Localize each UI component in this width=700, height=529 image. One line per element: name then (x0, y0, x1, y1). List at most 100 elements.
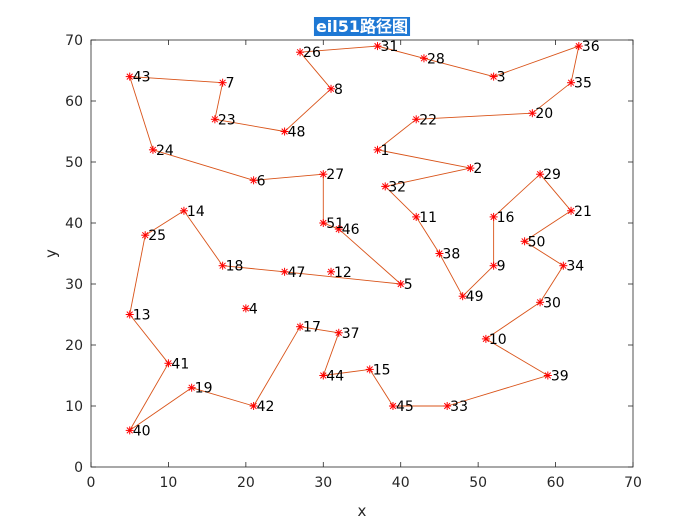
node-label: 8 (334, 82, 343, 98)
node-label: 15 (373, 362, 391, 378)
route-segment (214, 118, 285, 132)
node-marker (187, 383, 196, 392)
route-segment (129, 314, 169, 364)
node-marker (412, 212, 421, 221)
node-marker (520, 237, 529, 246)
marker-stroke (366, 366, 373, 373)
node-label: 25 (148, 228, 166, 244)
marker-stroke (327, 85, 335, 93)
node-label: 47 (288, 265, 306, 281)
node-label: 17 (303, 320, 321, 336)
route-segment (284, 271, 401, 285)
marker-layer (125, 42, 583, 435)
node-marker (412, 115, 421, 124)
route-segment (299, 51, 332, 90)
route-segment (129, 235, 146, 315)
node-marker (164, 359, 173, 368)
route-segment (447, 375, 548, 407)
marker-stroke (467, 164, 474, 172)
node-label: 36 (582, 39, 600, 55)
route-segment (144, 210, 185, 236)
route-layer (129, 45, 580, 431)
node-label: 35 (574, 76, 592, 92)
chart-title: eil51路径图 (316, 17, 408, 36)
node-label: 23 (218, 112, 236, 128)
marker-stroke (389, 402, 397, 410)
node-label: 32 (388, 179, 406, 195)
marker-stroke (436, 250, 443, 257)
route-segment (129, 76, 154, 150)
node-label: 19 (195, 381, 213, 397)
y-axis-label: y (42, 249, 60, 258)
route-segment (524, 210, 572, 242)
node-label: 11 (419, 210, 437, 226)
node-marker (489, 261, 498, 270)
marker-stroke (250, 402, 257, 410)
x-tick-label: 70 (624, 475, 642, 491)
node-label: 51 (326, 216, 344, 232)
node-marker (218, 261, 227, 270)
marker-stroke (490, 73, 497, 80)
node-marker (280, 267, 289, 276)
node-label: 43 (133, 70, 151, 86)
marker-stroke (374, 42, 381, 50)
route-segment (532, 82, 572, 114)
node-label: 22 (419, 112, 437, 128)
x-axis-label: x (358, 502, 367, 520)
route-segment (322, 332, 340, 376)
marker-stroke (219, 79, 226, 86)
node-label: 20 (535, 106, 553, 122)
y-tick-label: 40 (65, 216, 83, 232)
node-marker (179, 206, 188, 215)
node-marker (466, 164, 475, 173)
node-label: 9 (497, 259, 506, 275)
node-label: 18 (226, 259, 244, 275)
y-tick-label: 0 (74, 460, 83, 476)
marker-stroke (335, 225, 343, 233)
node-marker (489, 212, 498, 221)
node-marker (334, 328, 343, 337)
node-label: 46 (342, 222, 360, 238)
node-label: 6 (257, 173, 266, 189)
route-segment (129, 363, 169, 431)
route-segment (191, 387, 254, 407)
route-segment (539, 265, 564, 303)
route-segment (570, 46, 580, 83)
marker-stroke (281, 128, 288, 135)
marker-stroke (219, 262, 226, 269)
marker-stroke (320, 219, 327, 227)
route-segment (214, 82, 224, 120)
node-label: 28 (427, 51, 445, 67)
node-marker (249, 402, 258, 410)
node-label: 39 (551, 369, 569, 385)
node-label: 38 (442, 247, 460, 263)
node-marker (319, 170, 328, 179)
marker-stroke (188, 384, 195, 391)
node-marker (567, 206, 576, 215)
node-marker (381, 182, 390, 191)
node-marker (559, 261, 568, 270)
route-segment (253, 173, 324, 181)
title-highlight (313, 17, 411, 36)
route-segment (485, 301, 541, 340)
route-segment (539, 173, 572, 212)
node-label: 12 (334, 265, 352, 281)
marker-stroke (536, 170, 544, 178)
node-label: 14 (187, 204, 205, 220)
node-marker (419, 54, 428, 63)
route-segment (416, 112, 533, 120)
route-segment (369, 369, 394, 407)
route-segment (300, 45, 378, 53)
y-tick-label: 70 (65, 33, 83, 49)
y-tick-label: 20 (65, 338, 83, 354)
node-marker (249, 176, 258, 185)
x-tick-label: 10 (160, 475, 178, 491)
node-marker (435, 249, 444, 258)
marker-stroke (126, 311, 133, 318)
marker-stroke (412, 213, 420, 221)
node-marker (373, 42, 382, 51)
node-marker (210, 115, 219, 124)
